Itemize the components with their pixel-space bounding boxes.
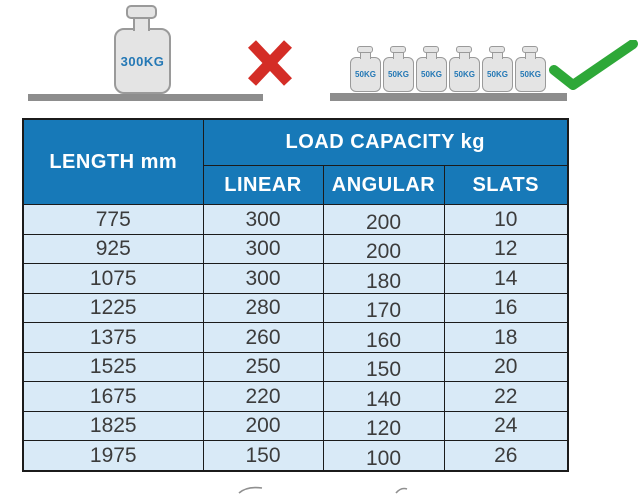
table-row: 1675 220 140 22 [22,381,569,412]
big-weight-label: 300KG [120,53,165,69]
table-row: 1225 280 170 16 [22,292,569,323]
cropped-drawing-mark [395,487,408,494]
small-weight-body: 50KG [449,57,480,92]
capacity-table-body: 775 300 200 10 925 300 200 12 1075 300 180 14 1225 28… [22,204,569,471]
table-row: 1075 300 180 14 [22,263,569,294]
load-capacity-table: LENGTH mm LOAD CAPACITY kg LINEAR ANGULA… [22,118,569,472]
cell-linear: 300 [202,233,324,264]
column-header-load-capacity: LOAD CAPACITY kg [202,118,569,166]
small-weight-label: 50KG [388,70,409,79]
cell-angular: 150 [322,351,445,382]
cell-linear: 200 [202,410,324,441]
column-header-length: LENGTH mm [22,118,204,205]
cell-angular: 120 [322,410,445,441]
cell-linear: 250 [202,351,324,382]
cell-slats: 24 [443,410,569,441]
cell-length: 1225 [22,292,204,323]
table-row: 775 300 200 10 [22,204,569,235]
cell-linear: 220 [202,381,324,412]
small-weight-label: 50KG [454,70,475,79]
cell-length: 775 [22,204,204,235]
small-weight-body: 50KG [482,57,513,92]
column-header-linear: LINEAR [202,165,324,205]
table-row: 1975 150 100 26 [22,440,569,471]
big-weight-neck [133,15,150,31]
cell-length: 1675 [22,381,204,412]
small-weight-neck [492,50,503,59]
cell-slats: 14 [443,263,569,294]
platform-right [330,93,567,101]
big-weight-illustration: 300KG [114,5,171,95]
cell-linear: 300 [202,204,324,235]
table-row: 1825 200 120 24 [22,410,569,441]
small-weight-label: 50KG [421,70,442,79]
cell-angular: 180 [322,263,445,294]
cell-length: 925 [22,233,204,264]
small-weight-body: 50KG [416,57,447,92]
small-weight: 50KG [383,46,415,94]
column-header-slats: SLATS [443,165,569,205]
platform-left [28,94,263,101]
column-header-angular: ANGULAR [322,165,445,205]
small-weight-handle [456,46,472,53]
cell-length: 1975 [22,440,204,471]
cell-linear: 260 [202,322,324,353]
cell-length: 1525 [22,351,204,382]
cell-slats: 20 [443,351,569,382]
cell-linear: 150 [202,440,324,471]
table-row: 1525 250 150 20 [22,351,569,382]
cell-slats: 18 [443,322,569,353]
small-weight-neck [459,50,470,59]
cell-angular: 200 [322,233,445,264]
cell-linear: 280 [202,292,324,323]
small-weight-handle [522,46,538,53]
cell-angular: 200 [322,204,445,235]
small-weight-neck [360,50,371,59]
small-weight-handle [390,46,406,53]
table-row: 925 300 200 12 [22,233,569,264]
cell-linear: 300 [202,263,324,294]
header-row-sub: LINEAR ANGULAR SLATS [23,165,569,205]
small-weight-neck [393,50,404,59]
header-row-top: LENGTH mm LOAD CAPACITY kg [22,118,569,205]
small-weight-label: 50KG [355,70,376,79]
cell-angular: 170 [322,292,445,323]
cropped-drawing-mark [238,486,263,494]
small-weight-body: 50KG [350,57,381,92]
cell-length: 1825 [22,410,204,441]
cell-angular: 160 [322,322,445,353]
check-mark-icon [549,40,638,90]
cell-slats: 12 [443,233,569,264]
small-weight-handle [489,46,505,53]
cell-length: 1375 [22,322,204,353]
small-weights-row: 50KG 50KG 50KG 50KG 50KG 50KG [350,46,547,94]
small-weight: 50KG [350,46,382,94]
small-weight: 50KG [416,46,448,94]
small-weight: 50KG [515,46,547,94]
small-weight-handle [357,46,373,53]
small-weight-neck [525,50,536,59]
cell-length: 1075 [22,263,204,294]
cell-slats: 22 [443,381,569,412]
small-weight-body: 50KG [515,57,546,92]
cell-slats: 16 [443,292,569,323]
x-mark-icon [248,40,292,86]
small-weight-neck [426,50,437,59]
cell-slats: 10 [443,204,569,235]
cell-slats: 26 [443,440,569,471]
small-weight-body: 50KG [383,57,414,92]
small-weight: 50KG [482,46,514,94]
big-weight-body: 300KG [114,28,171,94]
table-row: 1375 260 160 18 [22,322,569,353]
small-weight-handle [423,46,439,53]
small-weight-label: 50KG [520,70,541,79]
small-weight-label: 50KG [487,70,508,79]
big-weight-handle [126,5,157,19]
cell-angular: 100 [322,440,445,471]
small-weight: 50KG [449,46,481,94]
cell-angular: 140 [322,381,445,412]
